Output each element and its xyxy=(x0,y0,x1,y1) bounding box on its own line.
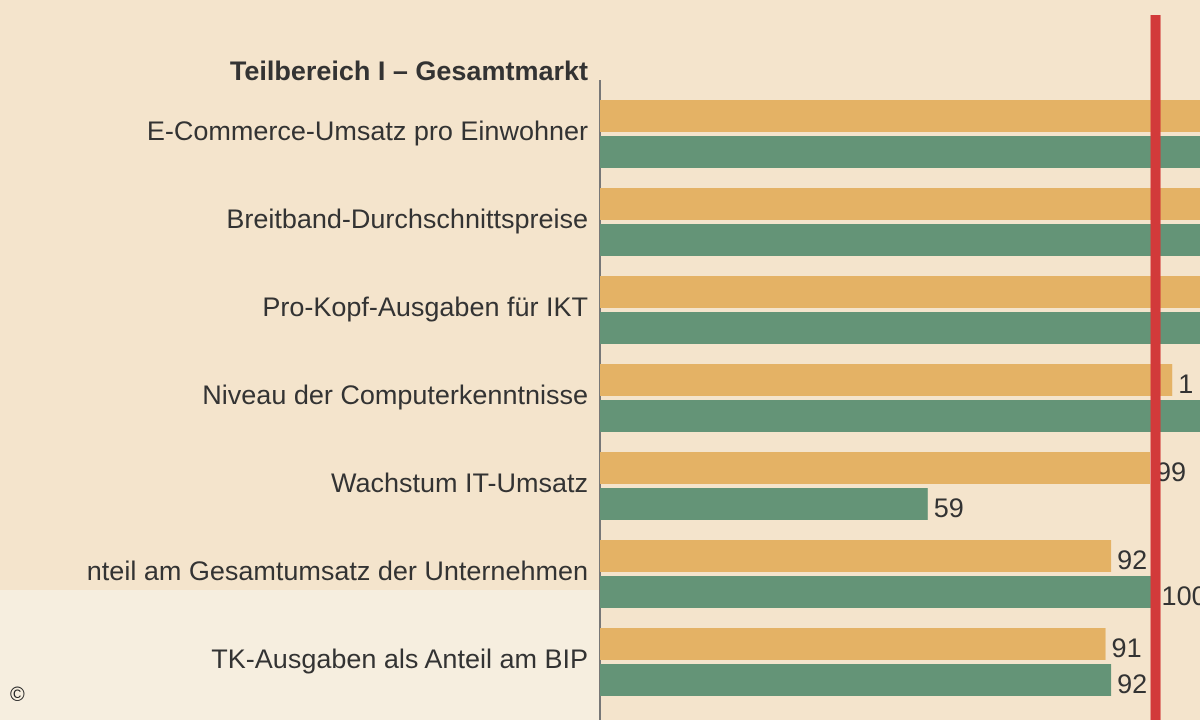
category-label: Pro-Kopf-Ausgaben für IKT xyxy=(262,292,588,322)
data-label: 92 xyxy=(1117,545,1147,575)
bar-series-1 xyxy=(600,628,1106,660)
lower-background-band xyxy=(0,590,600,720)
section-title: Teilbereich I – Gesamtmarkt xyxy=(230,56,588,86)
category-label: E-Commerce-Umsatz pro Einwohner xyxy=(147,116,588,146)
bar-series-2 xyxy=(600,312,1200,344)
category-label: Niveau der Computerkenntnisse xyxy=(202,380,588,410)
category-label: nteil am Gesamtumsatz der Unternehmen xyxy=(87,556,588,586)
bar-series-1 xyxy=(600,100,1200,132)
bar-series-2 xyxy=(600,488,928,520)
copyright-symbol: © xyxy=(10,684,25,706)
category-label: TK-Ausgaben als Anteil am BIP xyxy=(211,644,588,674)
bar-series-1 xyxy=(600,452,1150,484)
reference-line xyxy=(1150,15,1161,720)
bar-series-1 xyxy=(600,364,1173,396)
category-label: Wachstum IT-Umsatz xyxy=(331,468,588,498)
bar-series-2 xyxy=(600,136,1200,168)
bar-series-1 xyxy=(600,188,1200,220)
bar-series-2 xyxy=(600,400,1200,432)
data-label: 99 xyxy=(1156,457,1186,487)
category-label: Breitband-Durchschnittspreise xyxy=(226,204,588,234)
data-label: 100 xyxy=(1162,581,1200,611)
data-label: 92 xyxy=(1117,669,1147,699)
bar-series-2 xyxy=(600,224,1200,256)
data-label: 91 xyxy=(1112,633,1142,663)
bar-series-2 xyxy=(600,576,1156,608)
data-label: 59 xyxy=(934,493,964,523)
bar-series-1 xyxy=(600,276,1200,308)
bar-series-2 xyxy=(600,664,1112,696)
bar-series-1 xyxy=(600,540,1112,572)
data-label: 1 xyxy=(1178,369,1193,399)
